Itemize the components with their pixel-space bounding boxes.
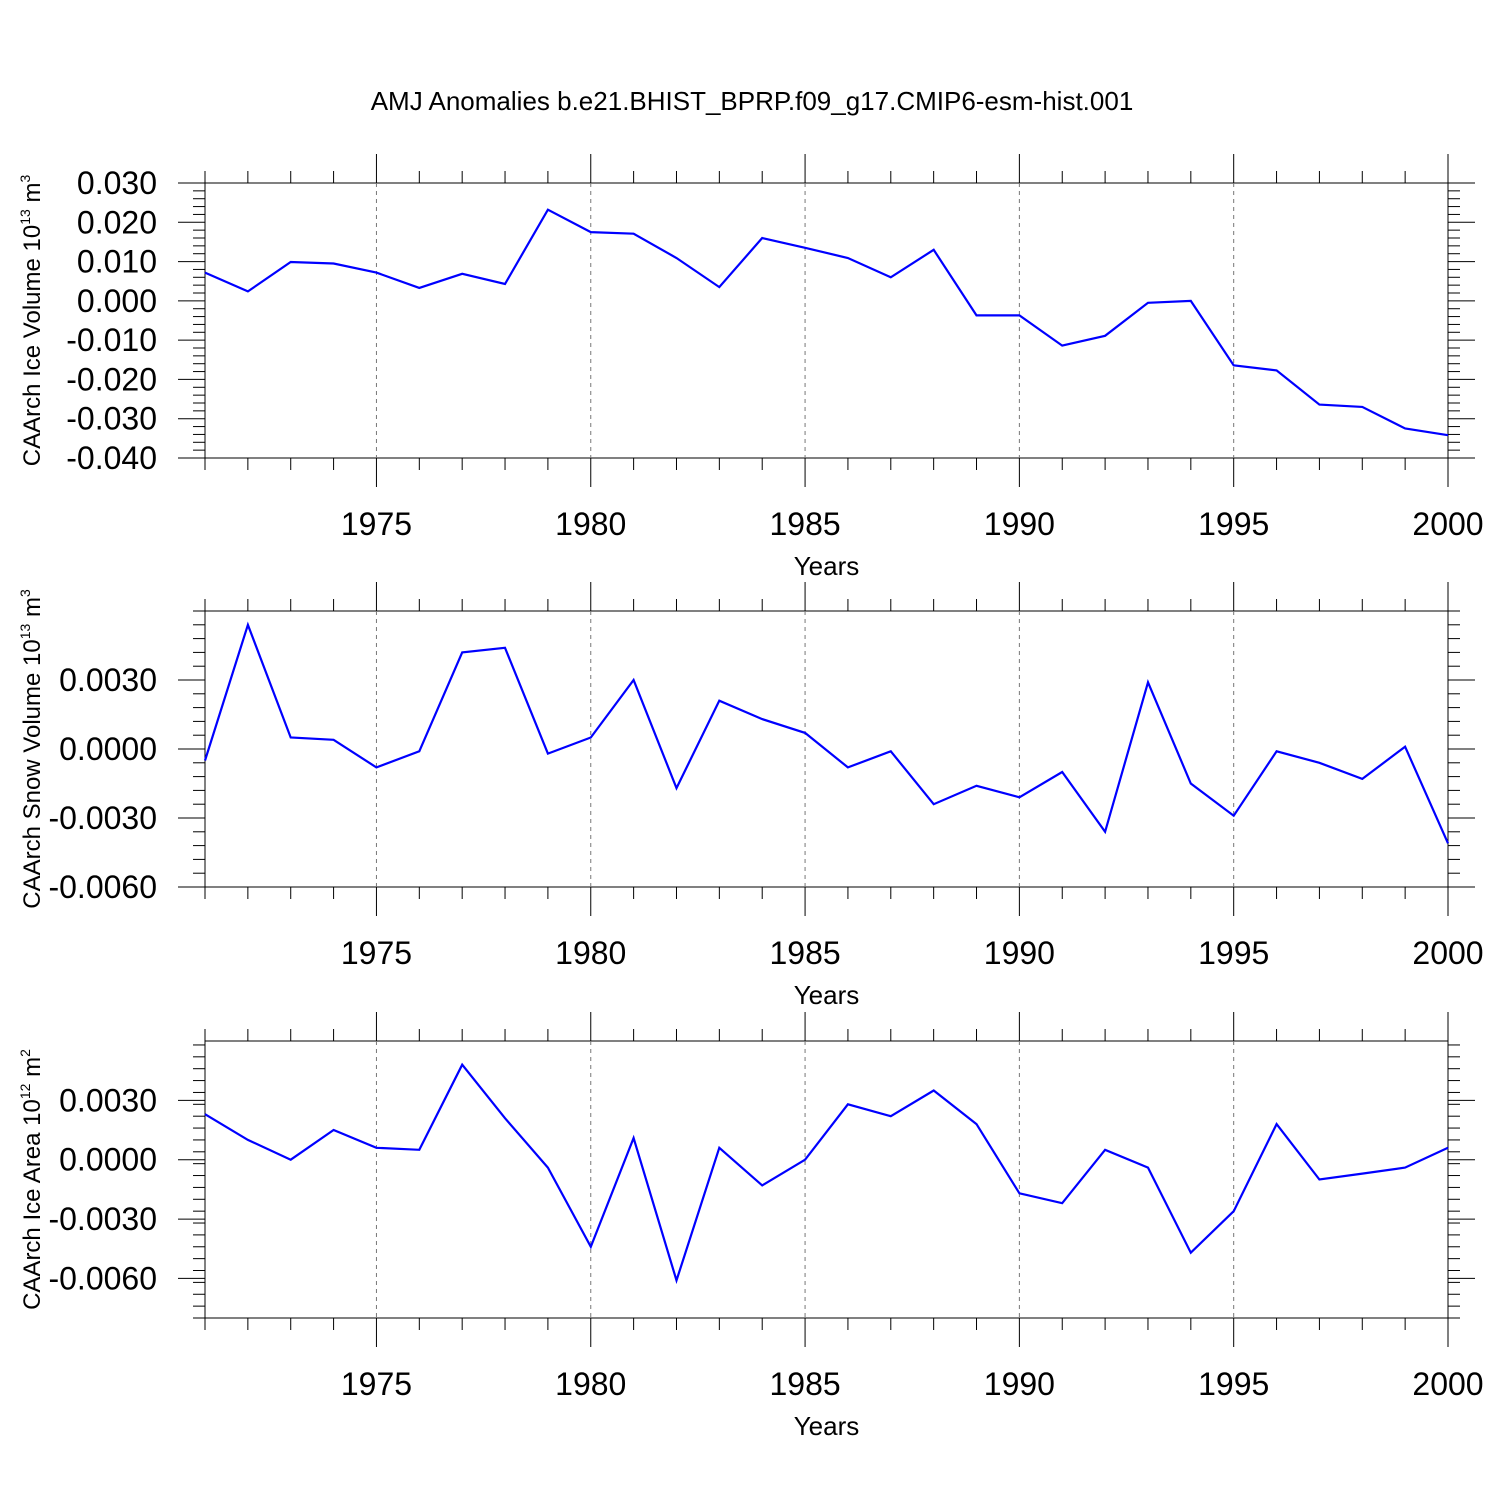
series-line bbox=[204, 208, 1449, 437]
x-tick-label: 1995 bbox=[1198, 506, 1269, 542]
x-tick-label: 1980 bbox=[555, 935, 626, 971]
x-tick-label: 2000 bbox=[1412, 506, 1483, 542]
series-line bbox=[204, 1062, 1449, 1285]
x-axis-label: Years bbox=[794, 980, 860, 1010]
y-axis-label: CAArch Ice Area 1012 m2 bbox=[17, 1049, 46, 1310]
x-tick-label: 1990 bbox=[984, 935, 1055, 971]
series-line bbox=[203, 621, 1450, 844]
y-tick-label: 0.0000 bbox=[59, 1142, 157, 1178]
plot-frame bbox=[204, 182, 1449, 459]
x-tick-label: 1980 bbox=[555, 506, 626, 542]
x-axis-label: Years bbox=[794, 551, 860, 581]
y-tick-label: 0.020 bbox=[77, 204, 157, 240]
chart-panel-2: 1975 1980 1985 1990 1995 2000 0.0030 0.0000 -0.0… bbox=[17, 582, 1484, 1010]
x-tick-label: 2000 bbox=[1412, 1366, 1483, 1402]
y-tick-label: 0.0030 bbox=[59, 1082, 157, 1118]
y-tick-label: 0.030 bbox=[77, 165, 157, 201]
y-axis-label: CAArch Ice Volume 1013 m3 bbox=[17, 175, 46, 467]
x-tick-label: 1975 bbox=[341, 935, 412, 971]
y-tick-label: 0.0030 bbox=[59, 662, 157, 698]
x-tick-label: 1990 bbox=[984, 1366, 1055, 1402]
y-tick-label: -0.010 bbox=[66, 322, 157, 358]
x-tick-label: 1985 bbox=[769, 506, 840, 542]
x-tick-label: 1995 bbox=[1198, 1366, 1269, 1402]
x-tick-label: 1985 bbox=[769, 935, 840, 971]
chart-title: AMJ Anomalies b.e21.BHIST_BPRP.f09_g17.C… bbox=[371, 86, 1134, 116]
x-tick-label: 1975 bbox=[341, 506, 412, 542]
plot-frame bbox=[204, 1040, 1449, 1319]
x-tick-label: 1980 bbox=[555, 1366, 626, 1402]
y-tick-label: -0.0060 bbox=[48, 869, 157, 905]
y-tick-label: 0.000 bbox=[77, 283, 157, 319]
x-tick-label: 1975 bbox=[341, 1366, 412, 1402]
x-tick-label: 1995 bbox=[1198, 935, 1269, 971]
y-tick-label: -0.0030 bbox=[48, 1201, 157, 1237]
y-tick-label: -0.0030 bbox=[48, 800, 157, 836]
x-tick-label: 1985 bbox=[769, 1366, 840, 1402]
x-tick-label: 1990 bbox=[984, 506, 1055, 542]
y-tick-label: 0.0000 bbox=[59, 731, 157, 767]
y-tick-label: -0.030 bbox=[66, 401, 157, 437]
y-tick-label: -0.040 bbox=[66, 440, 157, 476]
y-axis-label: CAArch Snow Volume 1013 m3 bbox=[17, 589, 46, 909]
y-tick-label: -0.0060 bbox=[48, 1260, 157, 1296]
x-tick-label: 2000 bbox=[1412, 935, 1483, 971]
y-tick-label: 0.010 bbox=[77, 244, 157, 280]
chart-panel-3: 1975 1980 1985 1990 1995 2000 0.0030 0.0000 -0.0… bbox=[17, 1012, 1484, 1441]
y-tick-label: -0.020 bbox=[66, 361, 157, 397]
x-axis-label: Years bbox=[794, 1411, 860, 1441]
